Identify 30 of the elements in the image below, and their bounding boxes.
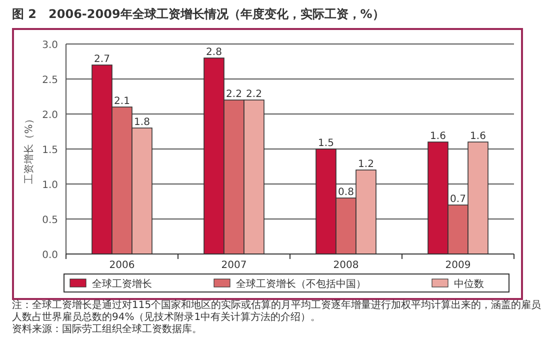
y-tick-label: 1.5 [42, 145, 58, 156]
data-label: 0.7 [450, 194, 466, 205]
data-label: 2.2 [246, 89, 262, 100]
text: 注：全球工资增长是通过对115个国家和地区的实际或估算的月平均工资逐年增量进行加权平均计算出来的，涵盖的雇员人数占世界雇员总数的94%（见技术附录1中有关计算方法的介绍）。 [12, 300, 542, 324]
data-label: 2.1 [114, 96, 130, 107]
x-tick-label: 2009 [445, 260, 471, 271]
data-label: 1.6 [470, 131, 486, 142]
y-tick-label: 0.0 [42, 250, 58, 261]
data-label: 1.8 [134, 117, 150, 128]
text: 资料来源：国际劳工组织全球工资数据库。 [12, 324, 203, 336]
y-tick-label: 2.0 [42, 110, 58, 121]
legend-label: 中位数 [454, 278, 484, 290]
data-label: 1.2 [358, 159, 374, 170]
y-axis-title: 工资增长（%） [23, 114, 35, 184]
data-label: 1.6 [430, 131, 446, 142]
data-label: 1.5 [318, 138, 334, 149]
data-label: 2.2 [226, 89, 242, 100]
data-label: 2.7 [94, 54, 110, 65]
data-label: 2.8 [206, 47, 222, 58]
y-tick-label: 1.0 [42, 180, 58, 191]
y-tick-label: 0.5 [42, 215, 58, 226]
x-tick-label: 2008 [333, 260, 359, 271]
y-tick-label: 2.5 [42, 75, 58, 86]
legend-label: 全球工资增长（不包括中国） [236, 278, 366, 290]
x-tick-label: 2006 [109, 260, 135, 271]
y-tick-label: 3.0 [42, 40, 58, 51]
legend-label: 全球工资增长 [92, 278, 152, 290]
chart-title: 图 2 2006-2009年全球工资增长情况（年度变化，实际工资，%） [12, 6, 384, 23]
x-tick-label: 2007 [221, 260, 247, 271]
data-label: 0.8 [338, 187, 354, 198]
